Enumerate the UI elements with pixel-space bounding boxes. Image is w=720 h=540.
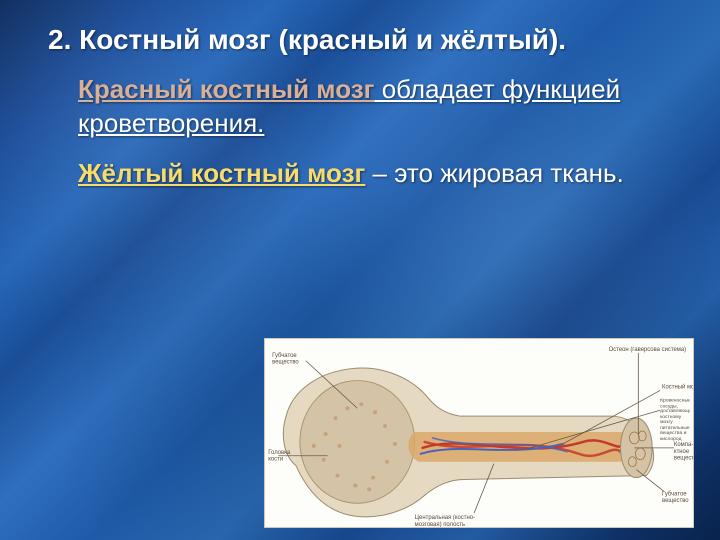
para2-rest: – это жировая ткань. bbox=[365, 158, 623, 188]
bone-diagram: Остеон (гаверсова система) Костный мозг … bbox=[265, 339, 693, 527]
label-vessels: Кровеносные сосуды, доставляющие костном… bbox=[660, 398, 690, 442]
para2-strong: Жёлтый костный мозг bbox=[78, 158, 365, 188]
paragraph-1: Красный костный мозг обладает функцией к… bbox=[48, 73, 672, 141]
slide-background: 2. Костный мозг (красный и жёлтый). Крас… bbox=[0, 0, 720, 540]
label-osteon: Остеон (гаверсова система) bbox=[609, 347, 687, 353]
label-cavity: Центральная (костно- мозговая) полость bbox=[415, 515, 477, 527]
label-marrow: Костный мозг bbox=[662, 383, 693, 390]
label-compact: Компа- ктное вещество bbox=[674, 442, 693, 462]
medullary-cavity bbox=[408, 432, 635, 462]
slide-title: 2. Костный мозг (красный и жёлтый). bbox=[48, 22, 672, 57]
para1-strong: Красный костный мозг bbox=[78, 74, 375, 104]
slide-content: 2. Костный мозг (красный и жёлтый). Крас… bbox=[0, 0, 720, 190]
label-spongy-left: Губчатое вещество bbox=[272, 353, 299, 366]
paragraph-2: Жёлтый костный мозг – это жировая ткань. bbox=[48, 157, 672, 191]
head-cut-face bbox=[300, 381, 415, 504]
bone-figure: Остеон (гаверсова система) Костный мозг … bbox=[264, 338, 694, 528]
label-spongy-right: Губчатое вещество bbox=[662, 491, 689, 504]
